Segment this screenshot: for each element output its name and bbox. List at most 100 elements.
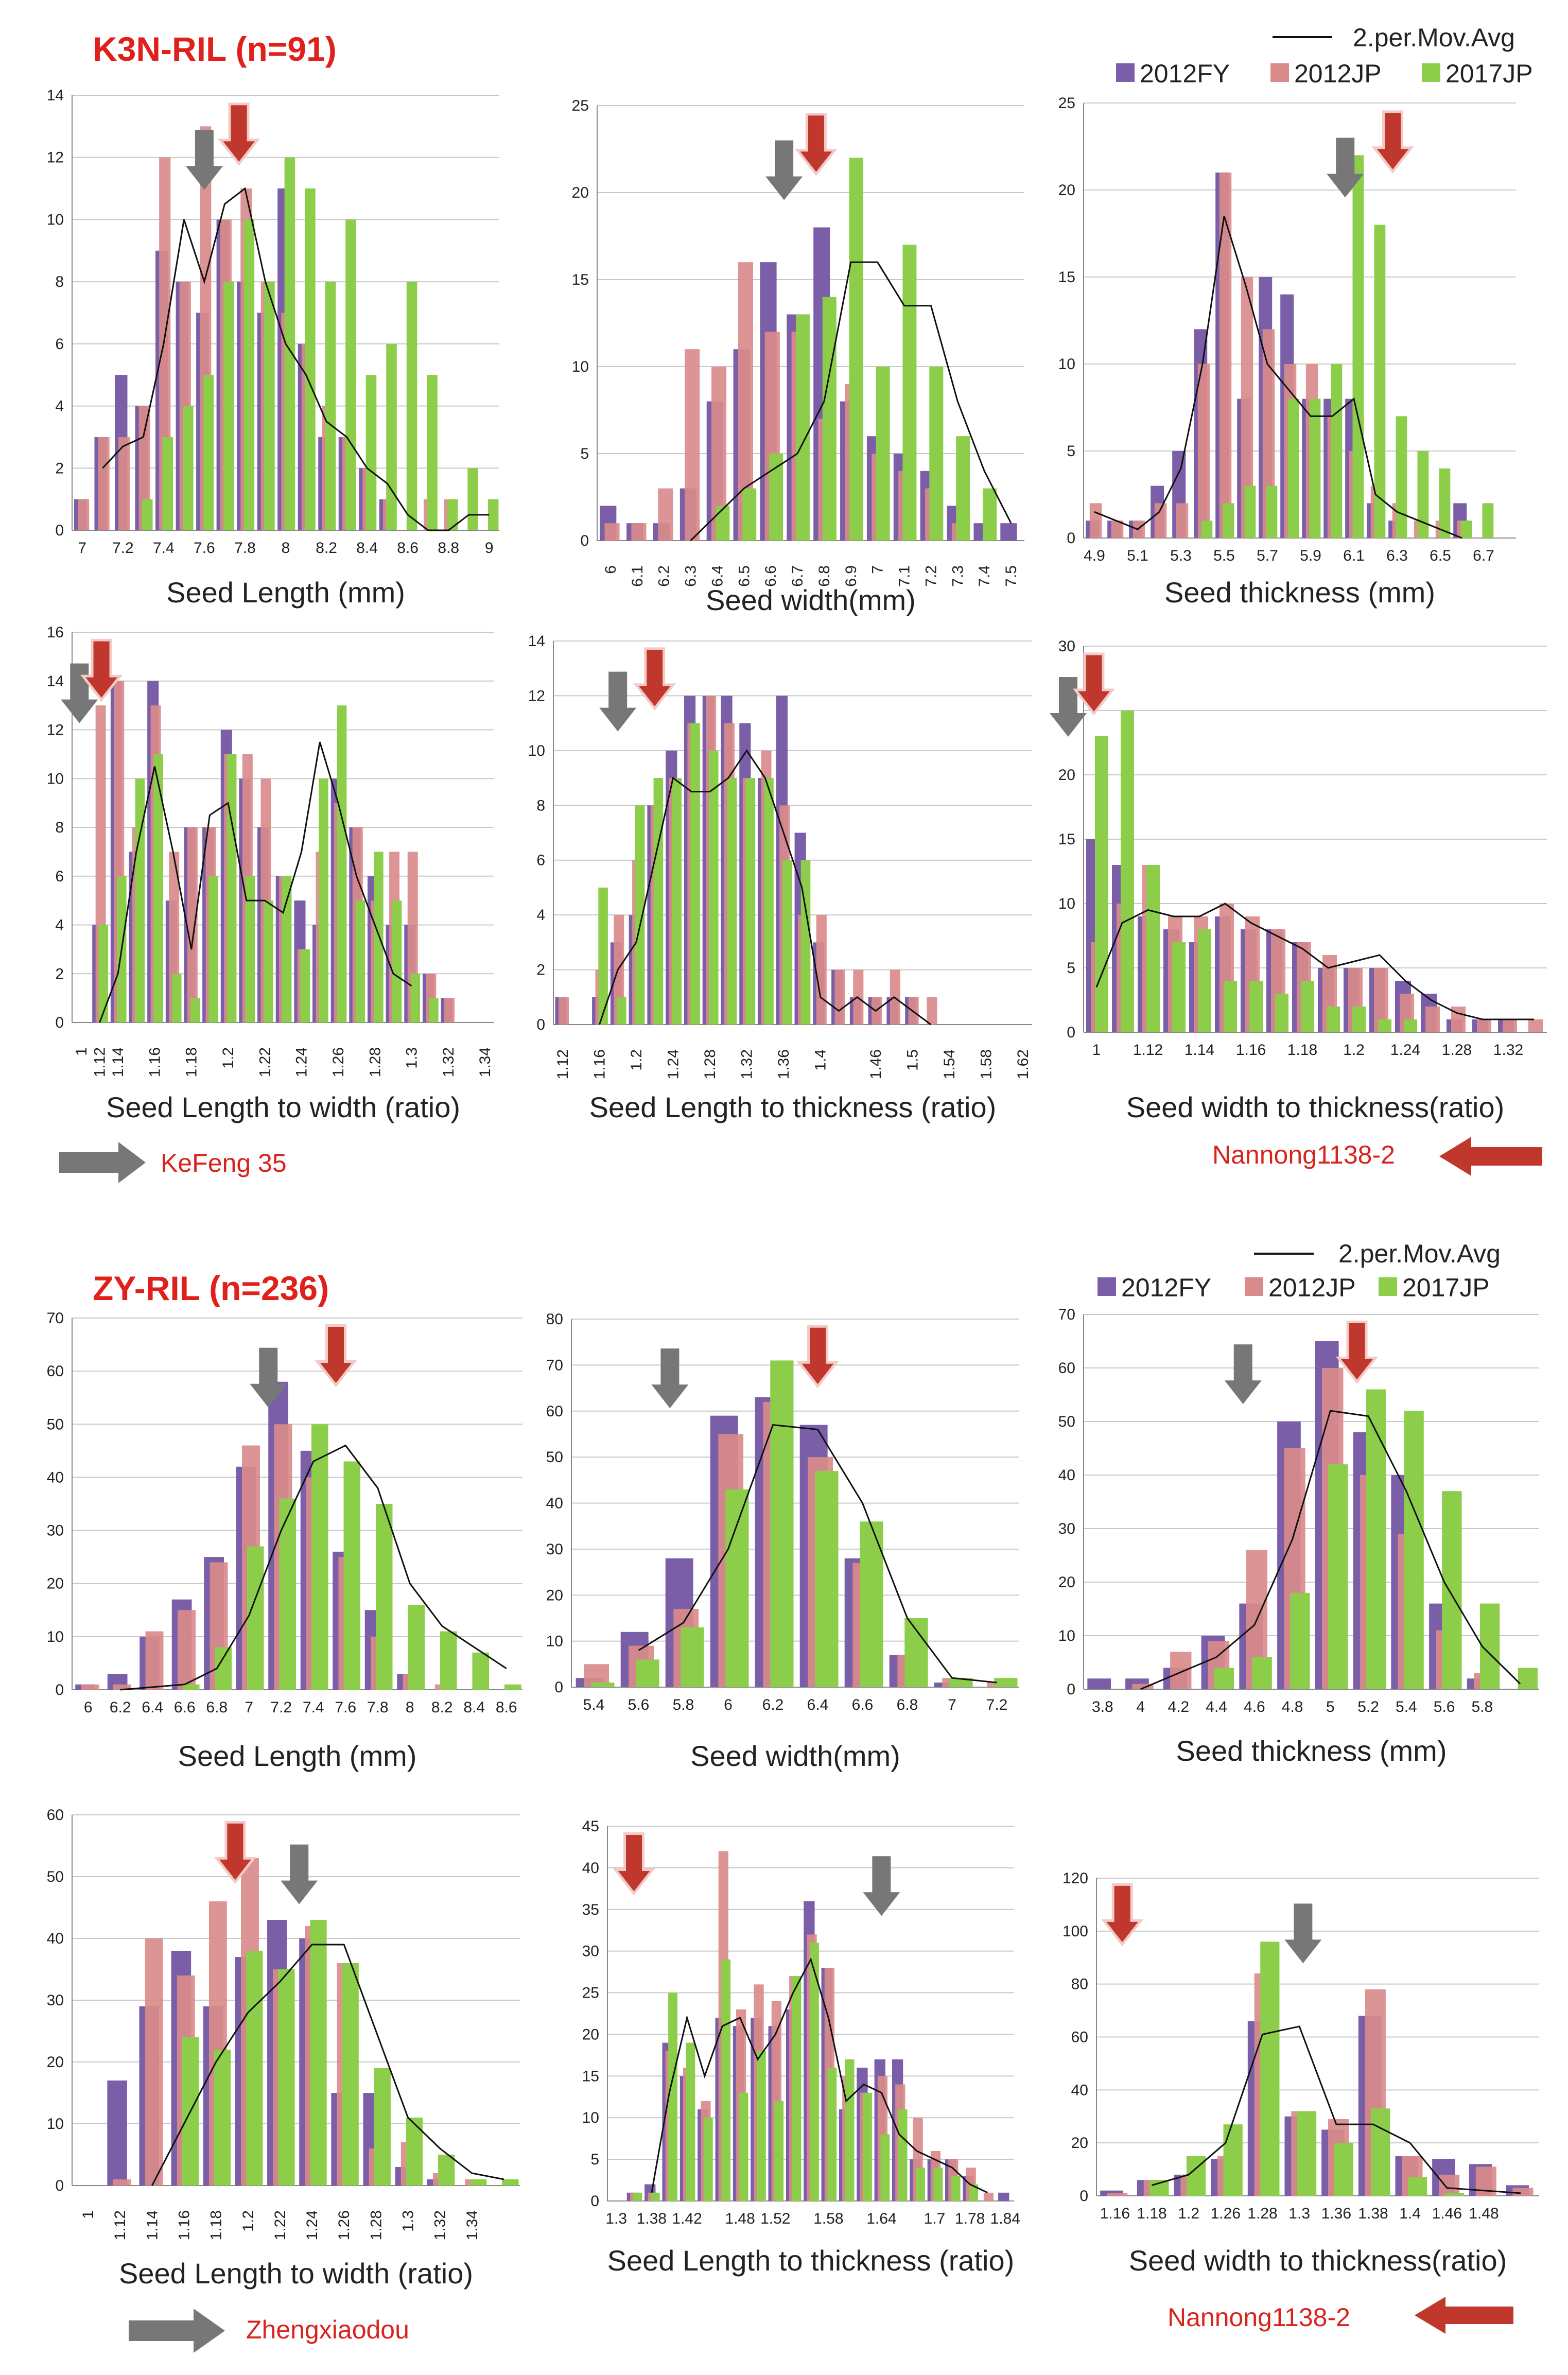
x-tick-label: 1.84 bbox=[990, 2210, 1020, 2227]
y-tick-label: 5 bbox=[580, 445, 589, 462]
x-tick-label: 6.6 bbox=[174, 1699, 196, 1716]
bar-2017jp bbox=[1301, 981, 1314, 1032]
x-tick-label: 6 bbox=[84, 1699, 93, 1716]
x-tick-label: 4.9 bbox=[1084, 547, 1105, 564]
bar-2017jp bbox=[774, 2101, 784, 2201]
x-tick-label: 5.4 bbox=[583, 1696, 605, 1713]
x-tick-label: 7.4 bbox=[153, 540, 175, 557]
x-tick-label: 6.9 bbox=[843, 565, 860, 587]
x-tick-label: 1.2 bbox=[1178, 2205, 1199, 2222]
y-tick-label: 10 bbox=[1058, 1627, 1075, 1644]
y-tick-label: 100 bbox=[1062, 1923, 1088, 1940]
y-tick-label: 2 bbox=[55, 965, 64, 982]
bar-2017jp bbox=[827, 2068, 837, 2201]
x-tick-label: 4 bbox=[1136, 1698, 1145, 1715]
bar-2017jp bbox=[690, 723, 700, 1025]
nannong-label-2: Nannong1138-2 bbox=[1168, 2303, 1350, 2332]
bar-2017jp bbox=[1244, 486, 1256, 538]
y-tick-label: 30 bbox=[546, 1541, 563, 1558]
bar-2017jp bbox=[949, 1678, 973, 1687]
x-tick-label: 7.2 bbox=[270, 1699, 292, 1716]
x-tick-label: 1.36 bbox=[1321, 2205, 1351, 2222]
x-tick-label: 5.8 bbox=[673, 1696, 694, 1713]
y-tick-label: 12 bbox=[47, 722, 64, 739]
x-tick-label: 5.9 bbox=[1300, 547, 1321, 564]
y-tick-label: 20 bbox=[1058, 182, 1075, 199]
y-tick-label: 10 bbox=[47, 2116, 64, 2133]
bar-2017jp bbox=[1442, 1491, 1462, 1689]
x-tick-label: 1 bbox=[73, 1047, 90, 1056]
x-tick-label: 1.28 bbox=[367, 1047, 384, 1077]
bar-2017jp bbox=[1328, 1464, 1348, 1689]
legend-jp17-label: 2017JP bbox=[1445, 59, 1533, 88]
y-tick-label: 15 bbox=[1058, 269, 1075, 286]
y-tick-label: 20 bbox=[1058, 767, 1075, 784]
y-tick-label: 6 bbox=[55, 336, 64, 353]
y-tick-label: 25 bbox=[572, 97, 589, 114]
x-tick-label: 1.38 bbox=[1358, 2205, 1388, 2222]
y-tick-label: 14 bbox=[47, 87, 64, 104]
y-tick-label: 10 bbox=[1058, 356, 1075, 373]
bar-2017jp bbox=[745, 778, 756, 1025]
bar-2017jp bbox=[653, 778, 664, 1025]
bar-2017jp bbox=[183, 1684, 200, 1690]
x-tick-label: 7.6 bbox=[335, 1699, 356, 1716]
bar-2017jp bbox=[171, 974, 182, 1022]
y-tick-label: 25 bbox=[582, 1985, 599, 2002]
x-tick-label: 6 bbox=[602, 565, 619, 574]
parent-arrow-red-icon bbox=[1371, 110, 1414, 174]
x-tick-label: 5.6 bbox=[628, 1696, 650, 1713]
x-tick-label: 1.28 bbox=[368, 2210, 385, 2240]
moving-average-line bbox=[599, 749, 932, 1026]
parent-arrow-grey-icon bbox=[185, 130, 223, 190]
x-axis-label: Seed Length (mm) bbox=[178, 1740, 417, 1772]
bar-2012jp bbox=[145, 1938, 163, 2186]
bar-2017jp bbox=[933, 2168, 943, 2201]
moving-average-line bbox=[120, 1444, 507, 1691]
bar-2017jp bbox=[860, 1521, 883, 1687]
bar-2017jp bbox=[764, 778, 774, 1025]
bar-2012jp bbox=[178, 1610, 196, 1690]
y-tick-label: 15 bbox=[572, 271, 589, 288]
x-tick-label: 7 bbox=[245, 1699, 253, 1716]
bar-2017jp bbox=[650, 2192, 660, 2201]
x-tick-label: 7.2 bbox=[986, 1696, 1008, 1713]
x-tick-label: 7 bbox=[78, 540, 86, 557]
y-tick-label: 80 bbox=[546, 1311, 563, 1328]
x-tick-label: 1.54 bbox=[941, 1049, 958, 1079]
bar-2017jp bbox=[300, 949, 310, 1022]
bar-2017jp bbox=[1371, 2108, 1390, 2196]
bar-2012jp bbox=[113, 2179, 131, 2186]
bar-2012jp bbox=[145, 1631, 164, 1690]
bar-2012jp bbox=[98, 437, 110, 530]
bar-2017jp bbox=[1172, 942, 1186, 1032]
y-tick-label: 4 bbox=[55, 398, 64, 415]
panel-k3n-seed-thickness: 0 5 10 15 20 25 4.9 5.1 5.3 5.5 5.7 5.9 6.1 6.3 6.5 6.7… bbox=[1058, 95, 1516, 609]
x-axis-label: Seed thickness (mm) bbox=[1164, 576, 1435, 609]
parent-arrow-red-icon bbox=[1072, 652, 1116, 716]
x-tick-label: 1.14 bbox=[144, 2210, 161, 2240]
y-tick-label: 10 bbox=[1058, 895, 1075, 912]
x-tick-label: 5 bbox=[1326, 1698, 1335, 1715]
bar-2012jp bbox=[1111, 521, 1124, 538]
y-tick-label: 45 bbox=[582, 1818, 599, 1835]
x-tick-label: 6 bbox=[724, 1696, 733, 1713]
x-tick-label: 4.6 bbox=[1244, 1698, 1265, 1715]
bar-2017jp bbox=[1331, 364, 1343, 538]
x-tick-label: 6.7 bbox=[789, 565, 806, 587]
y-tick-label: 2 bbox=[55, 460, 64, 477]
bar-2017jp bbox=[374, 852, 384, 1022]
moving-average-line bbox=[99, 741, 412, 1023]
bar-2012jp bbox=[444, 998, 455, 1022]
x-tick-label: 7.2 bbox=[112, 540, 134, 557]
x-tick-label: 1.16 bbox=[176, 2210, 193, 2240]
x-tick-label: 1.24 bbox=[304, 2210, 321, 2240]
bar-2012jp bbox=[1425, 1007, 1440, 1032]
y-tick-label: 50 bbox=[47, 1868, 64, 1885]
x-tick-label: 1.46 bbox=[867, 1049, 884, 1079]
bar-2012jp bbox=[1107, 2193, 1128, 2196]
bar-2017jp bbox=[904, 1618, 928, 1687]
x-tick-label: 1.32 bbox=[432, 2210, 449, 2240]
y-tick-label: 20 bbox=[47, 1575, 64, 1592]
x-tick-label: 1.52 bbox=[760, 2210, 790, 2227]
